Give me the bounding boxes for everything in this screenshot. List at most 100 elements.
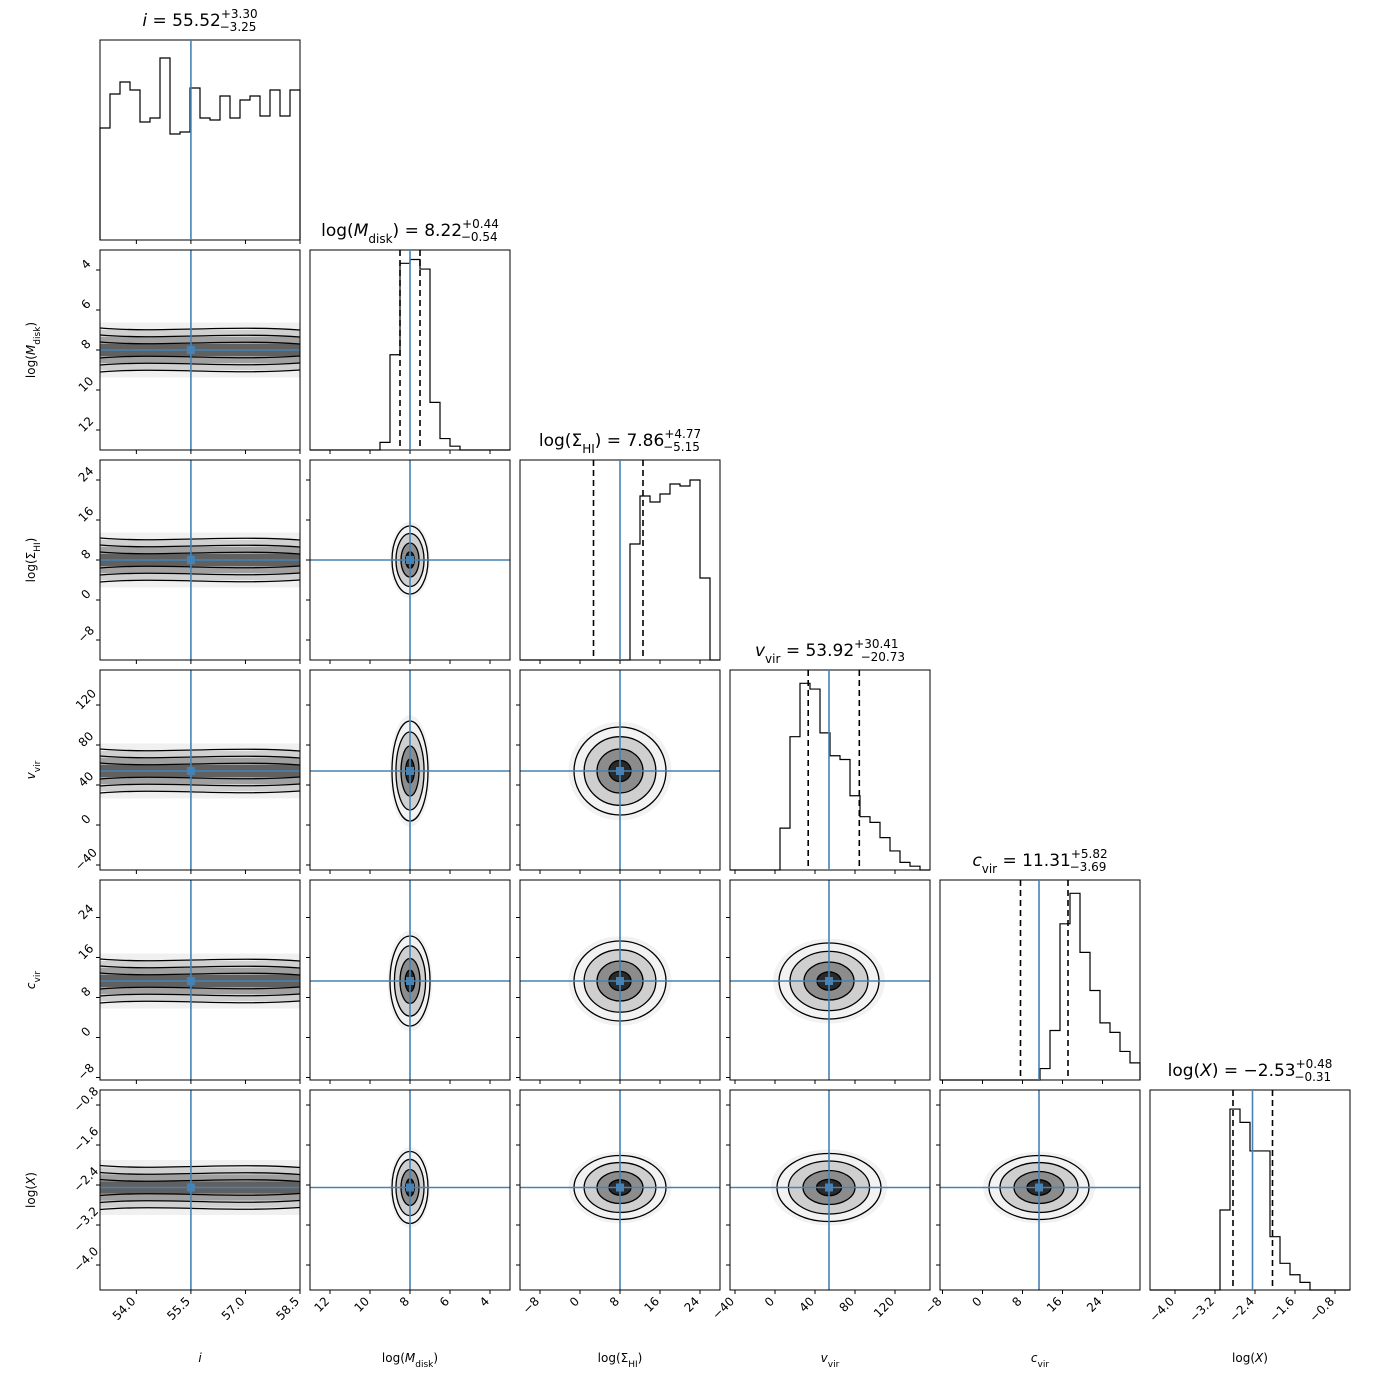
x-tick-label-cvir: 0 [969, 1294, 984, 1309]
contour-line [100, 790, 300, 794]
contour-line [100, 972, 300, 976]
contour-line [100, 334, 300, 338]
panel-SigmaHI-cvir [519, 879, 721, 1081]
contour-line [100, 748, 300, 752]
contour-line [100, 1206, 300, 1211]
hist-panel-X: log(X) = −2.53+0.48 −0.31 [1149, 1057, 1351, 1291]
x-tick-label-vvir: 40 [796, 1294, 817, 1315]
x-tick-label-cvir: 8 [1009, 1294, 1024, 1309]
contour-line [100, 958, 300, 962]
x-tick-label-X: −3.2 [1187, 1294, 1218, 1325]
y-tick-label-Mdisk: 6 [78, 297, 93, 312]
contour-line [100, 355, 300, 359]
panel-frame [729, 1089, 931, 1291]
x-axis-label-Mdisk: log(Mdisk) [382, 1351, 438, 1370]
panel-Mdisk-X [309, 1089, 511, 1291]
x-tick-label-cvir: 24 [1084, 1294, 1105, 1315]
panel-Mdisk-SigmaHI [309, 459, 511, 661]
contour-line [100, 1000, 300, 1004]
x-tick-label-X: −2.4 [1227, 1294, 1258, 1325]
truth-marker [186, 767, 195, 775]
y-tick-label-cvir: −8 [75, 1061, 97, 1083]
truth-marker [825, 1183, 833, 1192]
contour-line [100, 783, 300, 787]
contour-line [100, 579, 300, 583]
hist-panel-Mdisk: log(Mdisk) = 8.22+0.44 −0.54 [309, 217, 511, 451]
x-axis-label-X: log(X) [1232, 1351, 1268, 1365]
x-tick-label-i: 54.0 [110, 1294, 139, 1323]
contour-line [100, 755, 300, 759]
panel-frame [99, 669, 301, 871]
y-tick-label-vvir: 0 [78, 812, 93, 827]
contour-line [100, 1192, 300, 1197]
panel-vvir-X [729, 1089, 931, 1291]
x-axis-label-i: i [198, 1351, 202, 1365]
y-tick-label-SigmaHI: 0 [78, 587, 93, 602]
y-tick-label-cvir: 16 [76, 941, 97, 962]
y-tick-label-Mdisk: 12 [76, 414, 97, 435]
hist-series-cvir [940, 892, 1141, 1081]
truth-marker [406, 767, 414, 775]
x-tick-label-SigmaHI: 16 [641, 1294, 662, 1315]
x-tick-label-Mdisk: 8 [397, 1294, 412, 1309]
truth-marker [186, 346, 195, 354]
y-tick-label-vvir: 40 [76, 769, 97, 790]
x-tick-label-X: −1.6 [1267, 1294, 1298, 1325]
x-tick-label-SigmaHI: 8 [607, 1294, 622, 1309]
y-tick-label-SigmaHI: 24 [76, 464, 97, 485]
title-vvir: vvir = 53.92+30.41 −20.73 [755, 637, 905, 666]
y-tick-label-Mdisk: 10 [76, 374, 97, 395]
x-tick-label-SigmaHI: −8 [520, 1294, 542, 1316]
x-tick-label-vvir: 80 [836, 1294, 857, 1315]
hist-panel-cvir: cvir = 11.31+5.82 −3.69 [939, 847, 1141, 1081]
panel-SigmaHI-X [519, 1089, 721, 1291]
hist-series-SigmaHI [520, 479, 720, 661]
truth-marker [616, 767, 624, 775]
truth-marker [186, 1183, 195, 1192]
panel-Mdisk-vvir [309, 669, 511, 871]
y-tick-label-X: −3.2 [71, 1204, 102, 1235]
panel-frame [729, 879, 931, 1081]
hist-series-i [99, 57, 301, 240]
hist-series-vvir [730, 682, 930, 871]
contour-line [100, 776, 300, 780]
title-cvir: cvir = 11.31+5.82 −3.69 [972, 847, 1107, 876]
x-tick-label-SigmaHI: 0 [567, 1294, 582, 1309]
y-axis-label-SigmaHI: log(ΣHI) [24, 538, 43, 583]
truth-marker [406, 1183, 414, 1192]
contour-line [100, 369, 300, 373]
panel-SigmaHI-vvir [519, 669, 721, 871]
y-axis-label-vvir: vvir [24, 760, 43, 779]
x-tick-label-i: 55.5 [164, 1294, 193, 1323]
y-axis-label-Mdisk: log(Mdisk) [24, 322, 43, 378]
y-axis-label-cvir: cvir [24, 971, 43, 989]
y-tick-label-Mdisk: 8 [78, 337, 93, 352]
contour-line [100, 551, 300, 555]
panel-frame [99, 39, 301, 241]
panel-i-vvir [99, 669, 301, 871]
hist-panel-i: i = 55.52+3.30 −3.25 [99, 7, 301, 241]
y-tick-label-X: −4.0 [71, 1244, 102, 1275]
x-tick-label-vvir: 120 [871, 1294, 897, 1320]
truth-marker [1035, 1183, 1043, 1192]
panel-frame [99, 1089, 301, 1291]
panel-vvir-cvir [729, 879, 931, 1081]
y-tick-label-X: −1.6 [71, 1124, 102, 1155]
y-tick-label-SigmaHI: −8 [75, 623, 97, 645]
contour-line [100, 1164, 300, 1169]
contour-line [100, 362, 300, 366]
panel-cvir-X [939, 1089, 1141, 1291]
y-tick-label-SigmaHI: 16 [76, 504, 97, 525]
truth-marker [406, 977, 414, 985]
truth-marker [616, 1183, 624, 1192]
truth-marker [825, 977, 833, 985]
panel-frame [939, 1089, 1141, 1291]
contour-line [100, 1178, 300, 1183]
panel-i-cvir [99, 879, 301, 1081]
panel-i-SigmaHI [99, 459, 301, 661]
contour-line [100, 1199, 300, 1204]
contour-line [100, 341, 300, 345]
x-tick-label-Mdisk: 4 [477, 1294, 492, 1309]
y-tick-label-SigmaHI: 8 [78, 547, 93, 562]
panel-Mdisk-cvir [309, 879, 511, 1081]
